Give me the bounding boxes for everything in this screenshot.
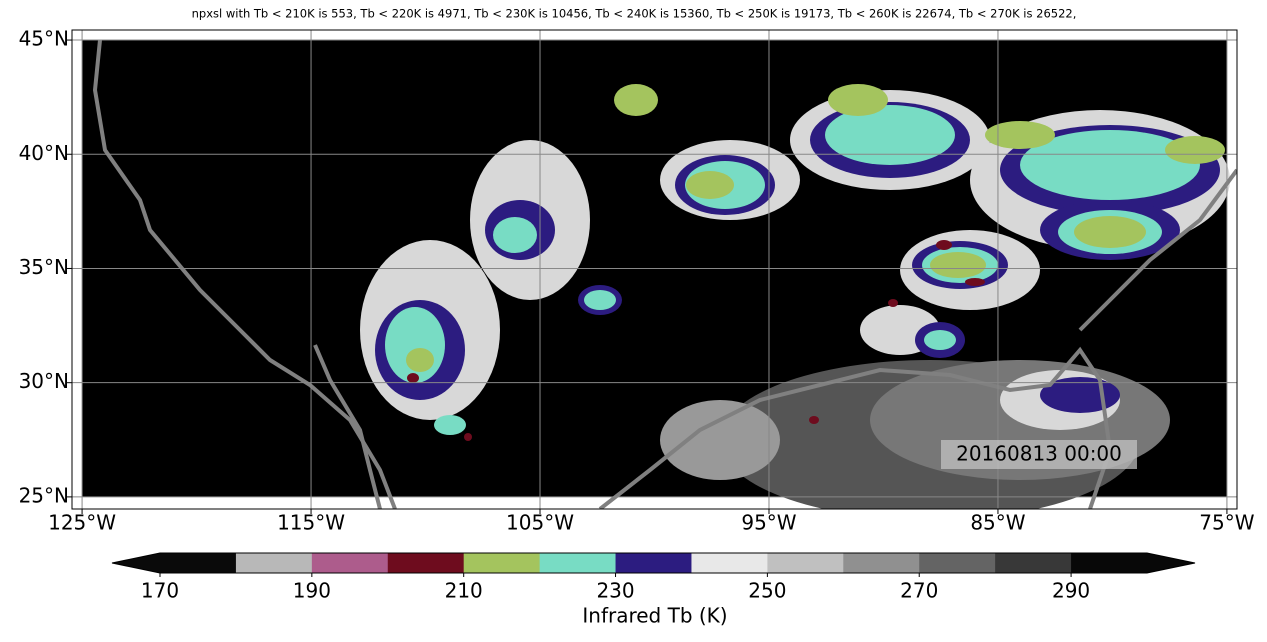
colorbar-tick-label: 250 [748, 579, 786, 603]
colorbar-tick-label: 210 [445, 579, 483, 603]
x-tick-label: 105°W [506, 511, 574, 535]
x-tick-label: 115°W [277, 511, 345, 535]
colorbar-segment [919, 553, 996, 573]
colorbar: 170 190 210 230 250 270 290 [111, 552, 1196, 603]
colorbar-segment [1071, 553, 1148, 573]
y-tick-label: 25°N [19, 483, 69, 507]
y-tick-label: 45°N [19, 27, 69, 51]
colorbar-segment [767, 553, 844, 573]
colorbar-tick-label: 170 [141, 579, 179, 603]
colorbar-segment [691, 553, 768, 573]
colorbar-segment [463, 553, 541, 573]
x-tick-label: 125°W [48, 511, 116, 535]
colorbar-extend-max [1147, 553, 1195, 573]
x-tick-label: 95°W [741, 511, 796, 535]
colorbar-segment [387, 553, 465, 573]
y-tick-label: 40°N [19, 141, 69, 165]
colorbar-segment [160, 553, 237, 573]
title: npxsl with Tb < 210K is 553, Tb < 220K i… [192, 7, 1077, 21]
colorbar-segment [539, 553, 617, 573]
grid [72, 30, 1237, 509]
colorbar-extend-min [112, 553, 160, 573]
colorbar-label: Infrared Tb (K) [582, 604, 727, 628]
timestamp: 20160813 00:00 [956, 442, 1122, 466]
x-tick-label: 85°W [970, 511, 1025, 535]
colorbar-segment [615, 553, 692, 573]
colorbar-segment [843, 553, 920, 573]
colorbar-segment [235, 553, 313, 573]
colorbar-outline [111, 552, 1196, 574]
colorbar-tick-label: 290 [1052, 579, 1090, 603]
colorbar-tick-label: 190 [293, 579, 331, 603]
y-tick-label: 30°N [19, 369, 69, 393]
x-tick-label: 75°W [1199, 511, 1254, 535]
colorbar-tick-label: 230 [596, 579, 634, 603]
map-frame [71, 29, 1238, 510]
colorbar-segment [995, 553, 1072, 573]
timestamp-box [941, 440, 1137, 469]
colorbar-segment [311, 553, 389, 573]
y-tick-label: 35°N [19, 255, 69, 279]
colorbar-tick-label: 270 [900, 579, 938, 603]
